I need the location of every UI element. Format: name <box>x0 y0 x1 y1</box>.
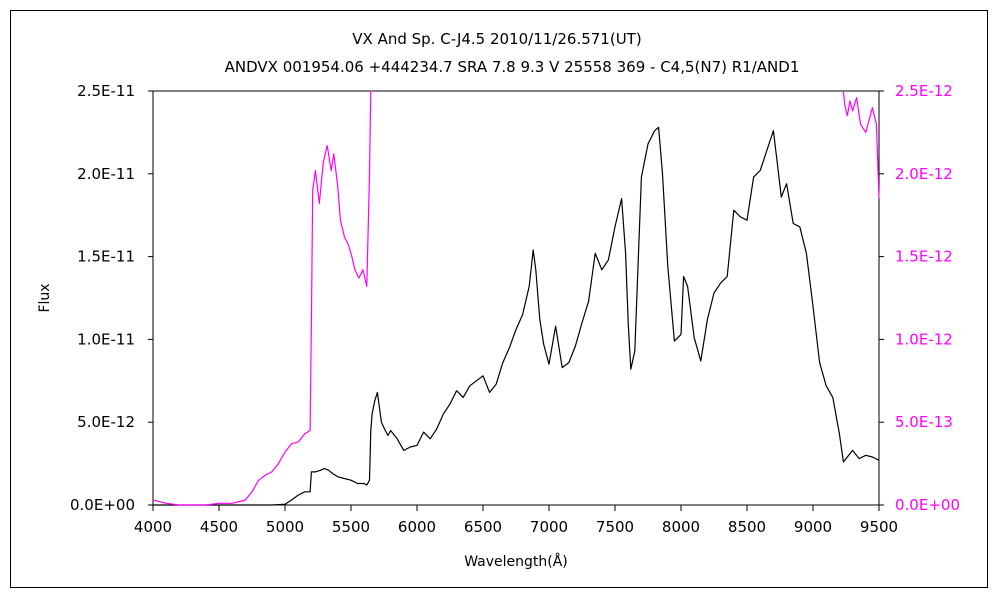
left-y-tick-label: 1.5E-11 <box>77 248 135 266</box>
right-y-tick-label: 2.0E-12 <box>895 165 953 183</box>
right-y-tick-label: 0.0E+00 <box>895 496 960 514</box>
y-axis-label: Flux <box>37 283 53 312</box>
left-y-tick-label: 2.0E-11 <box>77 165 135 183</box>
x-tick-label: 4000 <box>134 518 172 536</box>
plot-area <box>152 90 880 506</box>
left-y-tick-label: 1.0E-11 <box>77 330 135 348</box>
chart-frame <box>10 10 988 588</box>
series-layer <box>152 90 880 506</box>
x-tick-label: 9500 <box>860 518 898 536</box>
x-tick-label: 8500 <box>728 518 766 536</box>
x-tick-label: 5500 <box>332 518 370 536</box>
x-axis-label: Wavelength(Å) <box>464 553 568 570</box>
chart-subtitle: ANDVX 001954.06 +444234.7 SRA 7.8 9.3 V … <box>225 58 800 76</box>
right-y-tick-label: 5.0E-13 <box>895 413 953 431</box>
black-flux-series <box>153 126 880 506</box>
right-y-axis-ticks: 0.0E+00 5.0E-13 1.0E-12 1.5E-12 2.0E-12 2.5E-… <box>879 82 960 514</box>
left-y-tick-label: 5.0E-12 <box>77 413 135 431</box>
right-y-tick-label: 2.5E-12 <box>895 82 953 100</box>
x-tick-label: 7500 <box>596 518 634 536</box>
left-y-axis-ticks: 0.0E+00 5.0E-12 1.0E-11 1.5E-11 2.0E-11 2.5E-… <box>70 82 153 514</box>
x-tick-label: 9000 <box>794 518 832 536</box>
chart-title: VX And Sp. C-J4.5 2010/11/26.571(UT) <box>352 30 641 48</box>
x-tick-label: 7000 <box>530 518 568 536</box>
x-tick-label: 8000 <box>662 518 700 536</box>
right-y-tick-label: 1.0E-12 <box>895 330 953 348</box>
x-tick-label: 6000 <box>398 518 436 536</box>
x-tick-label: 6500 <box>464 518 502 536</box>
left-y-tick-label: 0.0E+00 <box>70 496 135 514</box>
x-tick-label: 5000 <box>266 518 304 536</box>
right-y-tick-label: 1.5E-12 <box>895 248 953 266</box>
x-axis-ticks: 4000 4500 5000 5500 6000 6500 7000 7500 8000 8500… <box>134 505 898 536</box>
magenta-flux-series <box>152 90 880 506</box>
x-tick-label: 4500 <box>200 518 238 536</box>
left-y-tick-label: 2.5E-11 <box>77 82 135 100</box>
